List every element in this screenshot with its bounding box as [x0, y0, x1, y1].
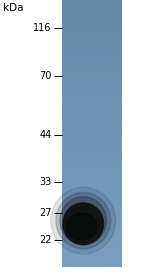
Ellipse shape — [63, 203, 104, 245]
Text: 22: 22 — [39, 235, 52, 245]
Text: 33: 33 — [39, 177, 52, 187]
Ellipse shape — [60, 197, 106, 245]
Ellipse shape — [67, 213, 97, 240]
Text: 70: 70 — [39, 71, 52, 81]
Text: kDa: kDa — [3, 3, 24, 13]
Ellipse shape — [56, 192, 111, 249]
Ellipse shape — [51, 187, 116, 254]
Text: 44: 44 — [39, 130, 52, 140]
Text: 116: 116 — [33, 23, 52, 33]
Text: 27: 27 — [39, 208, 52, 218]
